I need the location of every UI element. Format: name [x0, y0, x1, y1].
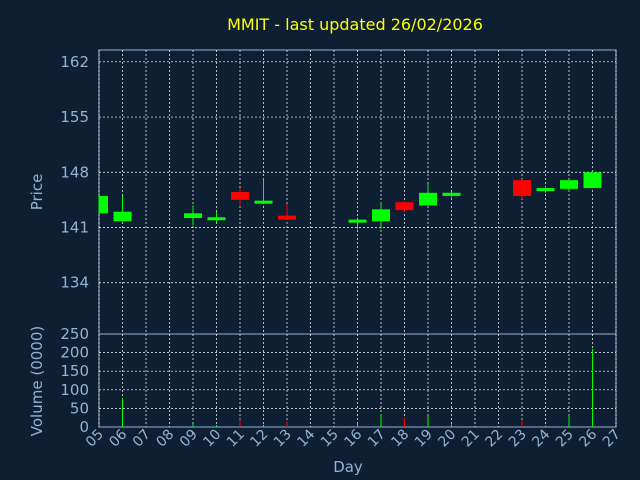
- x-axis-label: Day: [333, 458, 363, 476]
- x-tick-label: 14: [294, 426, 318, 450]
- candle-body: [184, 213, 202, 219]
- x-tick-label: 21: [459, 427, 483, 451]
- candle-body: [278, 215, 296, 220]
- x-tick-label: 17: [365, 427, 389, 451]
- price-y-ticks: 134 141 148 155 162: [60, 53, 89, 292]
- x-tick-label: 13: [271, 427, 295, 451]
- x-tick-label: 12: [247, 427, 271, 451]
- volume-tick-label: 150: [60, 362, 89, 380]
- candle-body: [99, 195, 108, 214]
- x-tick-label: 11: [224, 427, 248, 451]
- price-axis-label: Price: [28, 174, 46, 211]
- x-tick-label: 23: [506, 427, 530, 451]
- price-tick-label: 148: [60, 163, 89, 181]
- x-tick-label: 06: [106, 426, 130, 450]
- volume-tick-label: 0: [79, 418, 89, 436]
- x-tick-label: 20: [435, 427, 459, 451]
- candle-body: [536, 188, 555, 192]
- x-tick-label: 25: [553, 427, 577, 451]
- volume-tick-label: 50: [70, 399, 89, 417]
- x-tick-label: 08: [153, 427, 177, 451]
- candle-body: [372, 209, 390, 222]
- candle-body: [113, 211, 132, 222]
- volume-axis-label: Volume (0000): [28, 326, 46, 436]
- x-tick-label: 22: [482, 427, 506, 451]
- candle-body: [560, 180, 578, 189]
- candle-body: [419, 192, 437, 206]
- price-tick-label: 155: [60, 108, 89, 126]
- x-tick-label: 18: [388, 427, 412, 451]
- candle-body: [207, 217, 226, 221]
- x-tick-label: 24: [529, 426, 553, 450]
- candle-body: [348, 219, 367, 223]
- volume-grid: [98, 334, 617, 427]
- x-tick-label: 10: [200, 427, 224, 451]
- candle-body: [254, 200, 273, 204]
- x-tick-label: 27: [600, 427, 624, 451]
- candle-body: [231, 192, 249, 200]
- price-tick-label: 141: [60, 219, 89, 237]
- candle-body: [513, 180, 531, 196]
- volume-tick-label: 200: [60, 344, 89, 362]
- price-tick-label: 162: [60, 53, 89, 71]
- volume-bars: [122, 348, 593, 427]
- candle-body: [442, 192, 461, 196]
- volume-tick-label: 250: [60, 325, 89, 343]
- volume-tick-label: 100: [60, 381, 89, 399]
- x-tick-label: 07: [130, 427, 154, 451]
- x-tick-label: 26: [576, 426, 600, 450]
- candles: [98, 170, 602, 230]
- chart-title: MMIT - last updated 26/02/2026: [227, 15, 483, 34]
- candle-body: [583, 172, 602, 189]
- x-tick-label: 15: [318, 427, 342, 451]
- x-ticks: 05 06 07 08 09 10 11 12 13 14 15 16 17 18 19 20 21 22 23 24…: [83, 426, 624, 450]
- x-tick-label: 19: [412, 427, 436, 451]
- candle-body: [395, 202, 414, 211]
- price-grid: [98, 50, 617, 334]
- x-tick-label: 09: [177, 427, 201, 451]
- x-tick-label: 16: [341, 426, 365, 450]
- price-tick-label: 134: [60, 274, 89, 292]
